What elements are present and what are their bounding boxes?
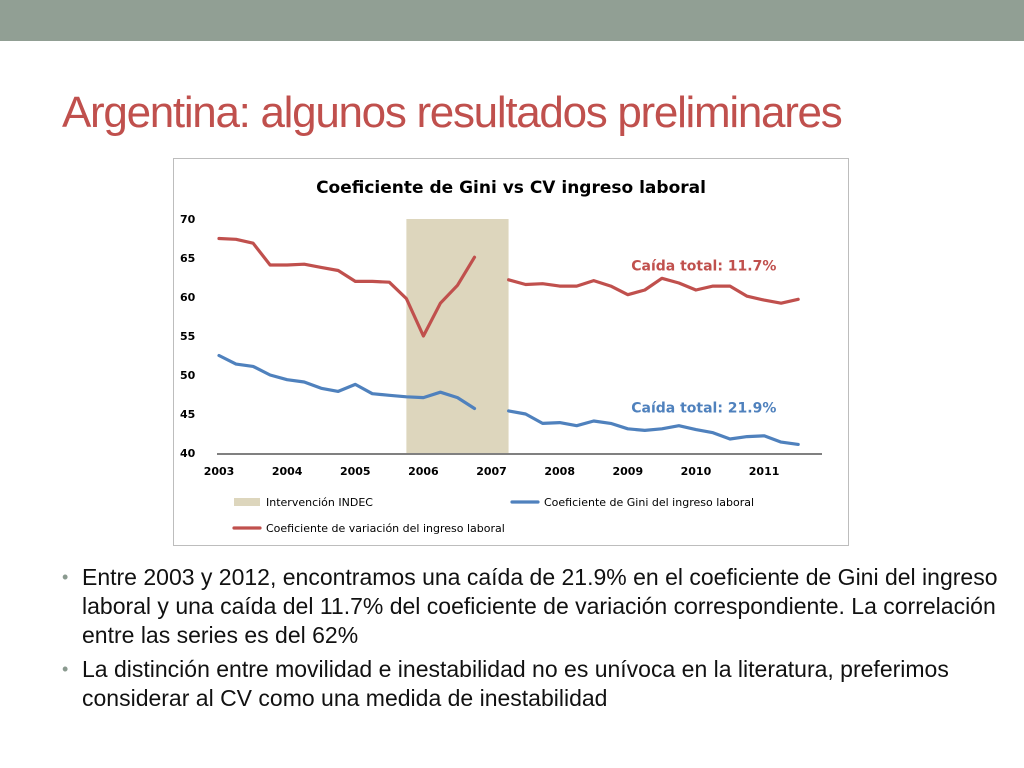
bullet-dot-icon: • xyxy=(62,659,69,679)
slide-title: Argentina: algunos resultados preliminar… xyxy=(62,88,843,137)
y-tick-label: 50 xyxy=(180,369,196,382)
x-tick-label: 2009 xyxy=(613,465,644,478)
axis-layer: 40 45 50 55 60 65 70 2003 2004 2005 2006 2007 2008 20… xyxy=(180,213,822,478)
x-tick-label: 2003 xyxy=(204,465,235,478)
annotation-label: Caída total: 21.9% xyxy=(631,400,776,416)
x-tick-label: 2011 xyxy=(749,465,780,478)
y-tick-label: 45 xyxy=(180,408,195,421)
series-layer xyxy=(217,236,800,446)
bullet-text: Entre 2003 y 2012, encontramos una caída… xyxy=(82,564,998,648)
bullet-dot-icon: • xyxy=(62,567,69,587)
bullet-item: • La distinción entre movilidad e inesta… xyxy=(62,655,1002,713)
legend-layer: Intervención INDEC Coeficiente de Gini de… xyxy=(232,496,754,535)
chart-frame: Coeficiente de Gini vs CV ingreso labora… xyxy=(173,158,849,546)
x-tick-label: 2010 xyxy=(681,465,712,478)
annotation-layer: Caída total: 11.7% Caída total: 21.9% xyxy=(631,258,776,416)
y-tick-label: 65 xyxy=(180,252,195,265)
x-tick-label: 2007 xyxy=(476,465,507,478)
legend-swatch xyxy=(234,498,260,506)
x-tick-label: 2006 xyxy=(408,465,439,478)
y-tick-label: 55 xyxy=(180,330,195,343)
legend-label: Coeficiente de variación del ingreso lab… xyxy=(266,522,505,535)
y-tick-label: 60 xyxy=(180,291,196,304)
series-line xyxy=(507,276,800,305)
bullet-item: • Entre 2003 y 2012, encontramos una caí… xyxy=(62,563,1002,650)
y-tick-label: 40 xyxy=(180,447,196,460)
top-accent-bar xyxy=(0,0,1024,41)
y-tick-label: 70 xyxy=(180,213,196,226)
series-line xyxy=(507,409,800,446)
gini-cv-line-chart: Coeficiente de Gini vs CV ingreso labora… xyxy=(180,178,822,535)
bullet-list: • Entre 2003 y 2012, encontramos una caí… xyxy=(62,563,1002,718)
x-tick-label: 2008 xyxy=(544,465,575,478)
bullet-text: La distinción entre movilidad e inestabi… xyxy=(82,656,949,711)
x-tick-label: 2005 xyxy=(340,465,371,478)
series-line xyxy=(217,236,477,338)
legend-label: Coeficiente de Gini del ingreso laboral xyxy=(544,496,754,509)
x-tick-label: 2004 xyxy=(272,465,303,478)
series-line xyxy=(217,353,477,411)
annotation-label: Caída total: 11.7% xyxy=(631,258,776,274)
legend-label: Intervención INDEC xyxy=(266,496,373,509)
chart-title: Coeficiente de Gini vs CV ingreso labora… xyxy=(316,178,706,198)
